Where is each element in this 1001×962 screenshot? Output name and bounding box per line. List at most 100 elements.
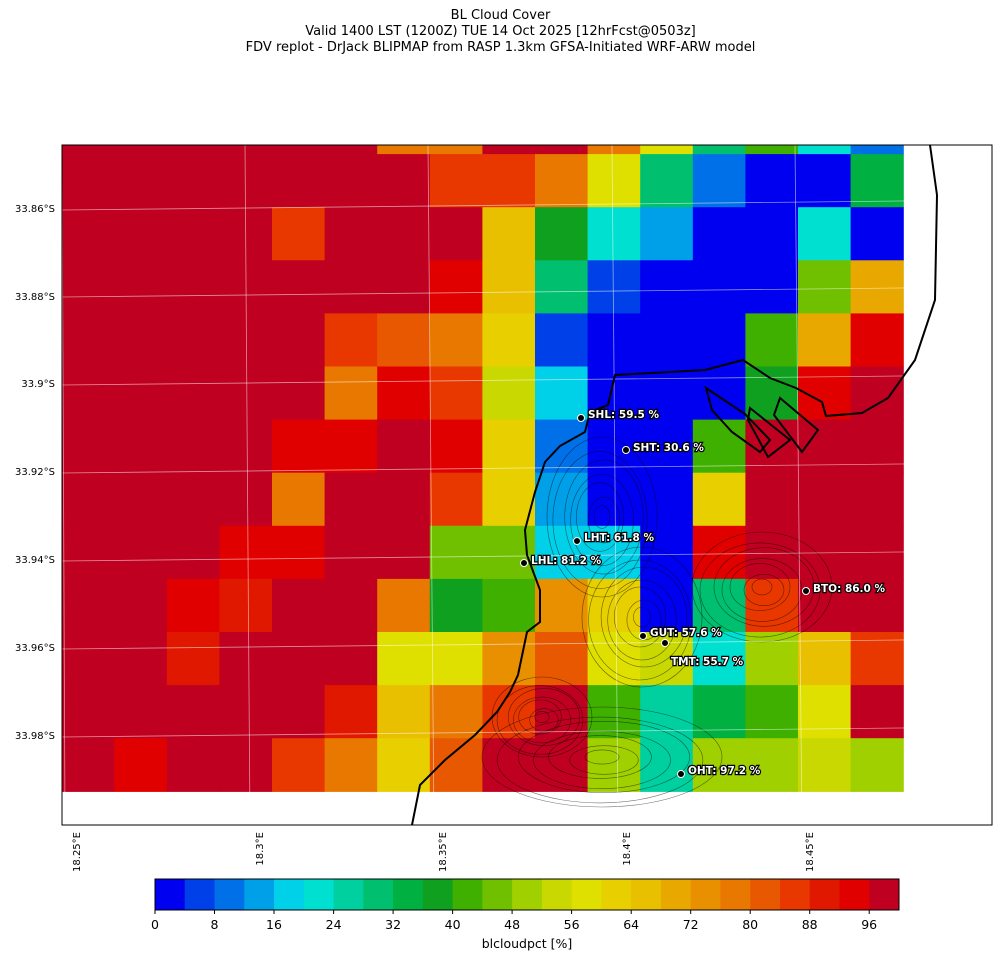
colorbar-swatch xyxy=(690,879,721,910)
cloud-cell xyxy=(166,685,220,739)
map-title: BL Cloud Cover xyxy=(450,8,551,23)
cloud-cell xyxy=(798,207,852,261)
cloud-cell xyxy=(219,472,273,527)
cloud-cell xyxy=(535,685,589,739)
colorbar-tick-label: 0 xyxy=(151,917,159,932)
colorbar-swatch xyxy=(601,879,632,910)
station-oht: OHT: 97.2 % xyxy=(677,764,762,778)
cloud-cell xyxy=(114,632,168,686)
cloud-cell xyxy=(798,472,852,527)
meridian-18-45 xyxy=(794,145,803,825)
cloud-cell xyxy=(272,578,326,633)
station-label: LHL: 81.2 % xyxy=(531,555,602,567)
terrain-contour xyxy=(534,710,550,723)
colorbar-swatch xyxy=(184,879,216,910)
colorbar-swatch xyxy=(660,879,692,910)
cloud-cell xyxy=(429,578,483,633)
colorbar-swatch xyxy=(214,879,245,910)
cloud-cell xyxy=(535,313,589,368)
cloud-cell xyxy=(587,260,641,314)
terrain-contour xyxy=(721,558,803,622)
harbour-breakwater-2 xyxy=(746,406,792,459)
cloud-cell xyxy=(798,313,852,368)
station-label: GUT: 57.6 % xyxy=(650,627,722,639)
terrain-contour xyxy=(570,473,634,566)
cloud-cell xyxy=(692,313,746,368)
cloud-cell xyxy=(62,145,115,155)
cloud-cell xyxy=(324,145,378,155)
colorbar-tick-label: 24 xyxy=(326,917,342,932)
cloud-cell xyxy=(850,260,904,314)
cloud-cell xyxy=(692,472,746,527)
terrain-contour xyxy=(552,451,648,589)
cloud-cell xyxy=(166,260,220,314)
cloud-cell xyxy=(114,578,168,633)
cloud-cell xyxy=(429,632,483,686)
cloud-cell xyxy=(429,207,483,261)
terrain-contour xyxy=(546,436,658,598)
cloud-cell xyxy=(114,313,168,368)
cloud-cell xyxy=(166,738,220,792)
station-sht: SHT: 30.6 % xyxy=(622,441,706,455)
lon-label: 18.4°E xyxy=(622,832,633,866)
cloud-cell xyxy=(587,578,641,633)
cloud-cell xyxy=(166,525,220,580)
colorbar-swatch xyxy=(779,879,811,910)
terrain-contour xyxy=(593,505,611,529)
cloud-cell xyxy=(377,472,431,527)
cloud-cell xyxy=(272,366,326,421)
lon-label: 18.3°E xyxy=(255,832,266,866)
cloud-cell xyxy=(219,738,273,792)
colorbar-swatch xyxy=(869,879,900,910)
colorbar-tick-label: 8 xyxy=(211,917,219,932)
terrain-contour xyxy=(751,578,773,596)
terrain-contour xyxy=(584,749,620,765)
colorbar-swatch xyxy=(452,879,483,910)
colorbar-swatch xyxy=(422,879,454,910)
cloud-cell xyxy=(62,366,63,421)
cloud-cell xyxy=(377,419,431,474)
cloud-cell xyxy=(114,685,168,739)
cloud-cell xyxy=(640,154,694,208)
cloud-cell xyxy=(219,525,273,580)
cloud-cell xyxy=(798,738,852,792)
lat-label: 33.86°S xyxy=(15,204,55,215)
colorbar-tick-label: 40 xyxy=(445,917,461,932)
lon-label: 18.35°E xyxy=(438,832,449,872)
cloud-cell xyxy=(272,207,326,261)
station-lht: LHT: 61.8 % xyxy=(573,531,656,545)
station-dot xyxy=(639,632,647,640)
cloud-cell xyxy=(482,419,536,474)
cloud-cell xyxy=(377,260,431,314)
cloud-cell xyxy=(324,685,378,739)
station-label: LHT: 61.8 % xyxy=(584,532,654,544)
terrain-contour xyxy=(569,745,639,775)
cloud-cell xyxy=(745,419,799,474)
coastline-west xyxy=(411,145,939,825)
cloud-cell xyxy=(692,207,746,261)
cloud-cell xyxy=(272,525,326,580)
terrain-contour xyxy=(507,688,580,746)
station-label: SHL: 59.5 % xyxy=(588,409,659,421)
cloud-cell xyxy=(640,366,694,421)
cloud-cell xyxy=(324,154,378,208)
parallel-33-86 xyxy=(62,199,992,211)
colorbar-swatch xyxy=(363,879,394,910)
cloud-cell xyxy=(482,578,536,633)
cloud-cell xyxy=(745,685,799,739)
cloud-cell xyxy=(272,738,326,792)
cloud-cell xyxy=(535,260,589,314)
cloud-cell xyxy=(482,738,536,792)
cloud-cell xyxy=(535,738,589,792)
cloud-cell xyxy=(535,525,589,580)
cloud-cell xyxy=(377,313,431,368)
terrain-contour xyxy=(581,546,703,688)
cloud-cell xyxy=(850,313,904,368)
lon-label: 18.25°E xyxy=(72,832,83,872)
cloud-cell xyxy=(482,472,536,527)
map-frame xyxy=(61,144,993,826)
cloud-cell xyxy=(62,154,63,208)
terrain-contour xyxy=(548,735,652,779)
cloud-cell xyxy=(798,145,852,155)
lat-label: 33.9°S xyxy=(21,379,55,390)
